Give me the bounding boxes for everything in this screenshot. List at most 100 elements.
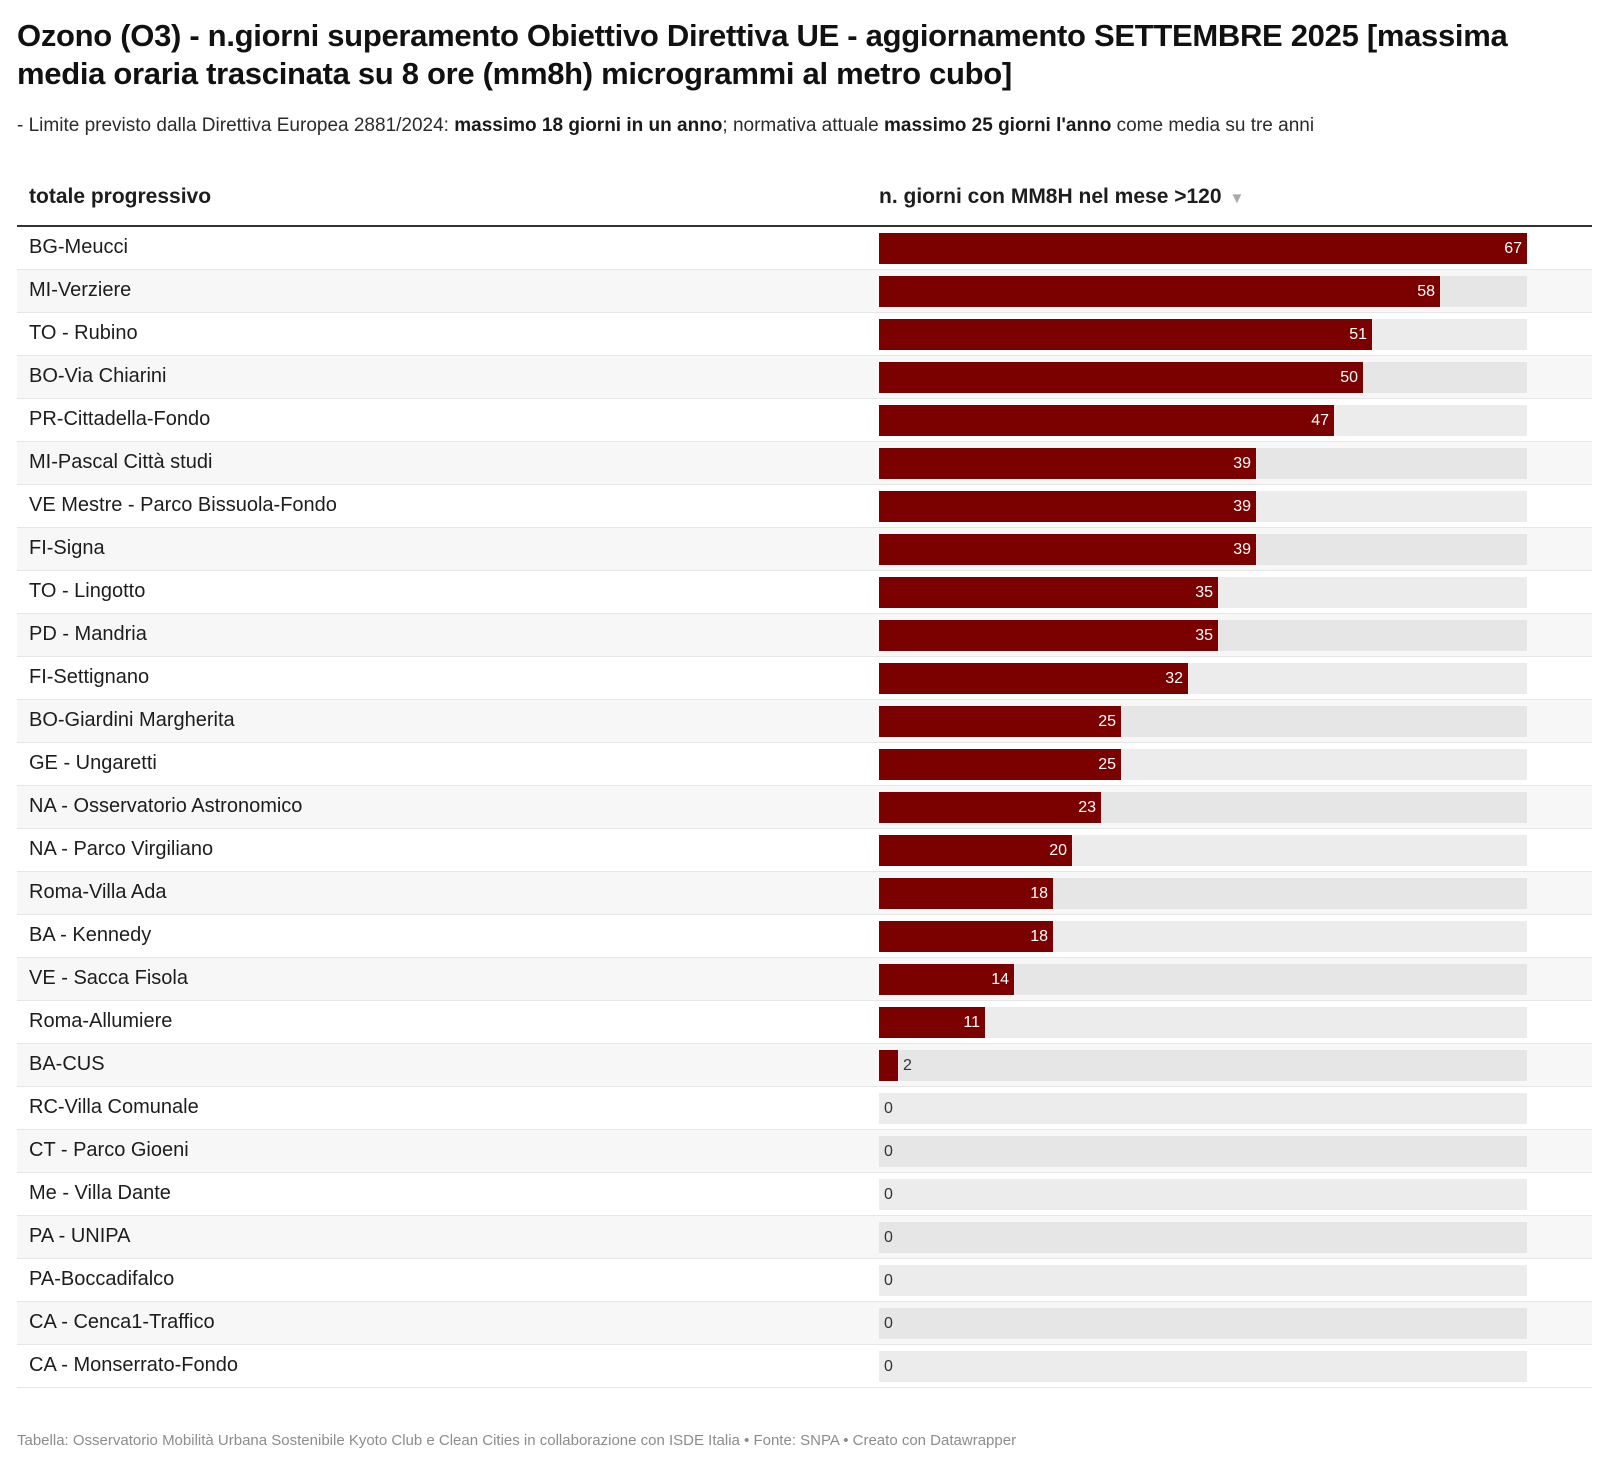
- bar-value-label: 39: [1233, 498, 1251, 515]
- bar: [879, 749, 1121, 780]
- station-name: MI-Verziere: [29, 279, 132, 301]
- table-row: GE - Ungaretti 25: [17, 743, 1592, 786]
- bar-value-label: 20: [1049, 842, 1067, 859]
- bar-track: 2: [879, 1050, 1527, 1081]
- station-name: Roma-Villa Ada: [29, 881, 167, 903]
- bar-track: 20: [879, 835, 1527, 866]
- bar-value-label: 50: [1340, 369, 1358, 386]
- bar-track: 0: [879, 1351, 1527, 1382]
- table-row: Me - Villa Dante 0: [17, 1173, 1592, 1216]
- bar: [879, 663, 1188, 694]
- bar-value-label: 67: [1504, 240, 1522, 257]
- bar: [879, 706, 1121, 737]
- bar: [879, 491, 1256, 522]
- station-name: PA - UNIPA: [29, 1225, 131, 1247]
- bar: [879, 577, 1218, 608]
- bar-value-label: 39: [1233, 455, 1251, 472]
- footer-credits: Tabella: Osservatorio Mobilità Urbana So…: [17, 1432, 1017, 1449]
- bar: [879, 276, 1440, 307]
- station-name: Me - Villa Dante: [29, 1182, 171, 1204]
- table-row: TO - Rubino 51: [17, 313, 1592, 356]
- bar-track: 67: [879, 233, 1527, 264]
- column-header-station[interactable]: totale progressivo: [29, 185, 212, 208]
- bar: [879, 448, 1256, 479]
- bar-track: 0: [879, 1179, 1527, 1210]
- station-name: CT - Parco Gioeni: [29, 1139, 189, 1161]
- subtitle-text: ; normativa attuale: [722, 115, 884, 136]
- bar-value-label: 0: [884, 1315, 893, 1332]
- bar-value-label: 25: [1098, 756, 1116, 773]
- table-row: VE Mestre - Parco Bissuola-Fondo 39: [17, 485, 1592, 528]
- table-row: BO-Giardini Margherita 25: [17, 700, 1592, 743]
- table-row: FI-Settignano 32: [17, 657, 1592, 700]
- bar-track: 25: [879, 706, 1527, 737]
- bar-value-label: 0: [884, 1358, 893, 1375]
- bar: [879, 534, 1256, 565]
- bar-value-label: 2: [903, 1057, 912, 1074]
- station-name: BG-Meucci: [29, 236, 128, 258]
- table-row: PR-Cittadella-Fondo 47: [17, 399, 1592, 442]
- station-name: CA - Cenca1-Traffico: [29, 1311, 215, 1333]
- bar-track: 58: [879, 276, 1527, 307]
- station-name: VE Mestre - Parco Bissuola-Fondo: [29, 494, 337, 516]
- bar-track: 39: [879, 534, 1527, 565]
- bar: [879, 792, 1101, 823]
- data-table: totale progressivo n. giorni con MM8H ne…: [17, 175, 1592, 1388]
- bar-track: 14: [879, 964, 1527, 995]
- bar-value-label: 18: [1030, 885, 1048, 902]
- bar: [879, 405, 1334, 436]
- station-name: NA - Osservatorio Astronomico: [29, 795, 303, 817]
- table-row: TO - Lingotto 35: [17, 571, 1592, 614]
- bar-track: 18: [879, 878, 1527, 909]
- station-name: BO-Giardini Margherita: [29, 709, 235, 731]
- station-name: BO-Via Chiarini: [29, 365, 167, 387]
- station-name: PA-Boccadifalco: [29, 1268, 175, 1290]
- station-name: BA - Kennedy: [29, 924, 152, 946]
- bar-track: 0: [879, 1308, 1527, 1339]
- bar: [879, 878, 1053, 909]
- table-row: MI-Verziere 58: [17, 270, 1592, 313]
- table-row: CA - Monserrato-Fondo 0: [17, 1345, 1592, 1388]
- table-row: Roma-Allumiere 11: [17, 1001, 1592, 1044]
- bar-value-label: 25: [1098, 713, 1116, 730]
- station-name: CA - Monserrato-Fondo: [29, 1354, 238, 1376]
- bar-track: 32: [879, 663, 1527, 694]
- bar-track: 0: [879, 1265, 1527, 1296]
- bar: [879, 1007, 985, 1038]
- station-name: MI-Pascal Città studi: [29, 451, 213, 473]
- bar-track: 39: [879, 491, 1527, 522]
- bar-track: 0: [879, 1093, 1527, 1124]
- bar-value-label: 11: [963, 1014, 980, 1031]
- bar: [879, 835, 1072, 866]
- bar-value-label: 23: [1078, 799, 1096, 816]
- station-name: FI-Signa: [29, 537, 105, 559]
- station-name: NA - Parco Virgiliano: [29, 838, 214, 860]
- table-row: PD - Mandria 35: [17, 614, 1592, 657]
- bar-track: 47: [879, 405, 1527, 436]
- table-row: BA - Kennedy 18: [17, 915, 1592, 958]
- bar-track: 18: [879, 921, 1527, 952]
- bar-value-label: 18: [1030, 928, 1048, 945]
- station-name: RC-Villa Comunale: [29, 1096, 199, 1118]
- station-name: PD - Mandria: [29, 623, 147, 645]
- bar-value-label: 0: [884, 1229, 893, 1246]
- table-body: BG-Meucci 67 MI-Verziere 58 TO - Rubino 51 BO-…: [17, 227, 1592, 1388]
- subtitle-bold-limit-current: massimo 25 giorni l'anno: [884, 115, 1112, 136]
- table-row: BG-Meucci 67: [17, 227, 1592, 270]
- column-header-days-label: n. giorni con MM8H nel mese >120: [879, 185, 1222, 208]
- column-header-days[interactable]: n. giorni con MM8H nel mese >120 ▼: [879, 185, 1244, 209]
- table-row: NA - Parco Virgiliano 20: [17, 829, 1592, 872]
- table-row: BO-Via Chiarini 50: [17, 356, 1592, 399]
- table-row: FI-Signa 39: [17, 528, 1592, 571]
- sort-down-icon[interactable]: ▼: [1229, 190, 1245, 207]
- subtitle-text: - Limite previsto dalla Direttiva Europe…: [17, 115, 455, 136]
- bar-track: 51: [879, 319, 1527, 350]
- station-name: TO - Lingotto: [29, 580, 146, 602]
- table-row: NA - Osservatorio Astronomico 23: [17, 786, 1592, 829]
- bar-value-label: 0: [884, 1100, 893, 1117]
- bar: [879, 1050, 898, 1081]
- subtitle-bold-limit-new: massimo 18 giorni in un anno: [454, 115, 723, 136]
- table-header: totale progressivo n. giorni con MM8H ne…: [17, 175, 1592, 227]
- table-row: CA - Cenca1-Traffico 0: [17, 1302, 1592, 1345]
- station-name: Roma-Allumiere: [29, 1010, 173, 1032]
